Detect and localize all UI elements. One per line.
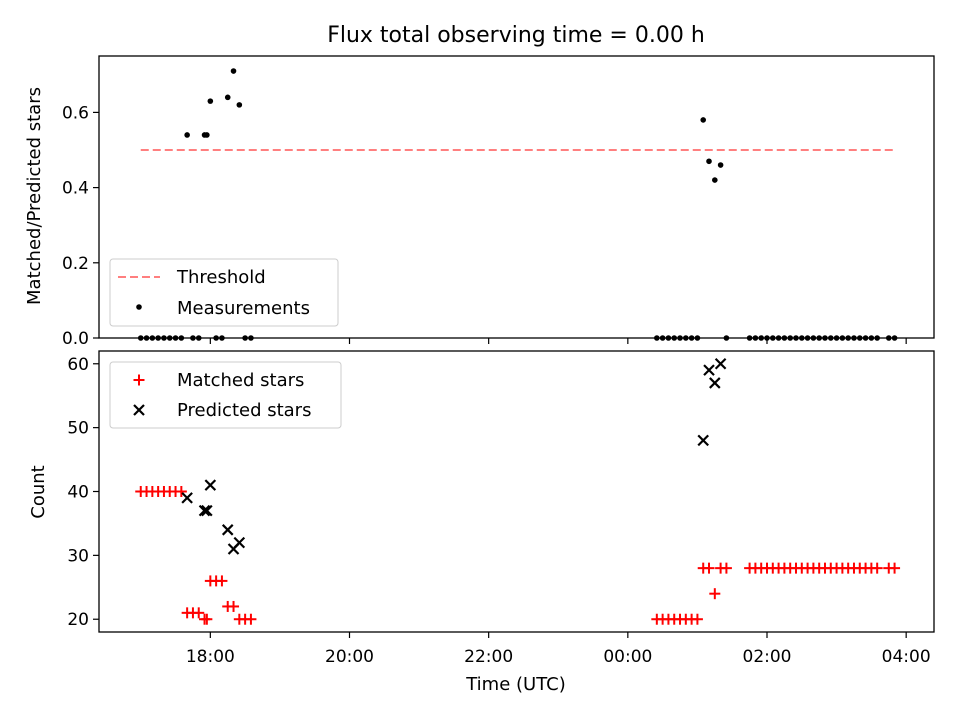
matched-star-point — [889, 562, 901, 574]
matched-legend-icon — [133, 374, 145, 386]
x-axis-label: Time (UTC) — [465, 674, 566, 695]
matched-legend-label: Matched stars — [177, 370, 304, 391]
matched-star-point — [193, 607, 205, 619]
count-y-tick-label: 50 — [67, 419, 89, 439]
x-tick-label: 04:00 — [882, 647, 931, 667]
chart-title: Flux total observing time = 0.00 h — [327, 23, 705, 48]
matched-star-point — [703, 562, 715, 574]
ratio-panel: 0.0 0.2 0.4 0.6 Matched/Predicted stars Thr… — [24, 55, 935, 349]
ratio-legend-box — [109, 258, 339, 327]
count-y-tick-label: 30 — [67, 546, 89, 566]
measurement-point — [706, 158, 712, 165]
matched-star-point — [245, 613, 257, 625]
x-tick-label: 18:00 — [186, 647, 235, 667]
predicted-legend-icon — [133, 404, 145, 416]
measurement-point — [230, 68, 237, 74]
predicted-star-point — [181, 492, 193, 504]
measurement-point — [712, 177, 718, 183]
ratio-axes-frame — [98, 55, 935, 339]
ratio-y-axis-label: Matched/Predicted stars — [24, 87, 45, 305]
predicted-star-point — [697, 434, 709, 447]
matched-star-point — [709, 588, 721, 600]
threshold-legend-label: Threshold — [176, 267, 266, 288]
matched-star-point — [228, 600, 240, 612]
ratio-y-tick-label: 0.0 — [62, 329, 89, 349]
matched-star-point — [691, 613, 703, 625]
measurements-legend-icon — [136, 304, 142, 310]
matched-star-point — [720, 562, 732, 574]
count-legend-box — [109, 361, 342, 429]
measurement-point — [184, 132, 190, 138]
count-plot-area: 20 30 40 50 60 18:00 20:00 22:00 00:00 02:00 04:00 — [67, 355, 930, 667]
predicted-star-point — [204, 479, 217, 491]
predicted-star-point — [221, 524, 234, 536]
ratio-y-tick-label: 0.2 — [62, 254, 89, 274]
predicted-legend-label: Predicted stars — [177, 400, 311, 421]
predicted-star-point — [233, 536, 246, 549]
ratio-y-tick-label: 0.6 — [62, 103, 89, 123]
measurement-point — [717, 162, 724, 168]
count-y-axis-label: Count — [28, 465, 49, 518]
predicted-star-point — [198, 504, 211, 517]
predicted-star-point — [201, 504, 213, 517]
x-tick-label: 20:00 — [325, 647, 374, 667]
count-y-tick-label: 40 — [67, 483, 89, 503]
matched-star-point — [201, 613, 213, 625]
count-y-tick-label: 20 — [67, 610, 89, 630]
matched-star-point — [871, 562, 883, 574]
predicted-star-point — [714, 357, 727, 370]
count-legend: Matched stars Predicted stars — [109, 361, 342, 429]
ratio-legend: Threshold Measurements — [109, 258, 339, 327]
ratio-y-tick-label: 0.4 — [62, 179, 89, 199]
measurement-point — [700, 117, 707, 123]
measurement-point — [236, 102, 243, 108]
matched-star-point — [216, 575, 228, 587]
matched-star-point — [175, 486, 187, 497]
x-tick-label: 00:00 — [603, 647, 652, 667]
count-axes-frame — [98, 350, 935, 633]
x-tick-label: 22:00 — [464, 647, 513, 667]
predicted-star-point — [703, 364, 715, 376]
predicted-star-point — [709, 377, 721, 389]
measurements-legend-label: Measurements — [177, 298, 310, 319]
measurement-point — [207, 98, 214, 104]
count-panel: 20 30 40 50 60 18:00 20:00 22:00 00:00 02:00 04:00… — [28, 350, 935, 695]
measurement-point — [224, 94, 231, 101]
count-y-tick-label: 60 — [67, 355, 89, 375]
x-tick-label: 02:00 — [743, 647, 792, 667]
measurement-point — [204, 132, 210, 138]
